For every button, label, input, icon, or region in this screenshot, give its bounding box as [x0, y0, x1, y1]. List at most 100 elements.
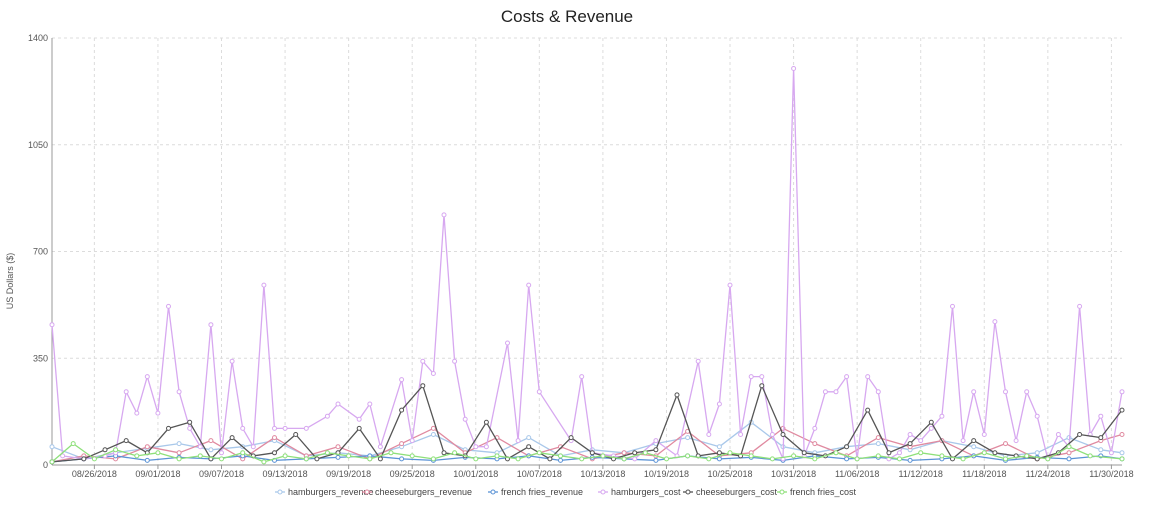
- data-point[interactable]: [176, 441, 182, 447]
- data-point[interactable]: [208, 438, 214, 444]
- data-point[interactable]: [685, 435, 691, 441]
- data-point[interactable]: [589, 450, 595, 456]
- data-point[interactable]: [1066, 444, 1072, 450]
- data-point[interactable]: [526, 282, 532, 288]
- data-point[interactable]: [971, 438, 977, 444]
- data-point[interactable]: [727, 450, 733, 456]
- data-point[interactable]: [176, 450, 182, 456]
- data-point[interactable]: [367, 401, 373, 407]
- data-point[interactable]: [1003, 389, 1008, 395]
- data-point[interactable]: [293, 432, 299, 437]
- data-point[interactable]: [420, 358, 426, 364]
- data-point[interactable]: [960, 438, 966, 444]
- data-point[interactable]: [981, 432, 987, 437]
- legend-item-french-fries-revenue[interactable]: french fries_revenue: [488, 487, 583, 497]
- data-point[interactable]: [897, 450, 902, 456]
- data-point[interactable]: [399, 441, 405, 447]
- data-point[interactable]: [1077, 303, 1083, 309]
- data-point[interactable]: [1087, 453, 1093, 459]
- data-point[interactable]: [272, 450, 277, 456]
- data-point[interactable]: [483, 444, 489, 450]
- data-point[interactable]: [812, 456, 818, 462]
- data-point[interactable]: [536, 389, 542, 395]
- data-point[interactable]: [303, 456, 309, 462]
- legend-item-cheeseburgers-cost[interactable]: cheeseburgers_cost: [683, 487, 778, 497]
- data-point[interactable]: [1055, 432, 1061, 437]
- data-point[interactable]: [621, 450, 627, 456]
- data-point[interactable]: [282, 453, 288, 459]
- data-point[interactable]: [123, 389, 129, 395]
- data-point[interactable]: [483, 419, 489, 425]
- data-point[interactable]: [377, 444, 383, 450]
- data-point[interactable]: [812, 441, 818, 447]
- data-point[interactable]: [261, 282, 267, 288]
- data-point[interactable]: [558, 453, 563, 459]
- data-point[interactable]: [420, 383, 426, 389]
- data-point[interactable]: [219, 456, 224, 462]
- data-point[interactable]: [1045, 456, 1051, 462]
- data-point[interactable]: [335, 444, 341, 450]
- data-point[interactable]: [1077, 432, 1083, 437]
- data-point[interactable]: [49, 444, 55, 450]
- data-point[interactable]: [695, 358, 701, 364]
- data-point[interactable]: [208, 447, 214, 453]
- data-point[interactable]: [1119, 407, 1125, 413]
- data-point[interactable]: [897, 456, 902, 462]
- data-point[interactable]: [91, 456, 97, 462]
- data-point[interactable]: [462, 416, 468, 422]
- data-point[interactable]: [409, 438, 415, 444]
- data-point[interactable]: [632, 456, 638, 462]
- data-point[interactable]: [346, 453, 352, 459]
- data-point[interactable]: [219, 450, 224, 456]
- data-point[interactable]: [833, 389, 839, 395]
- data-point[interactable]: [844, 456, 850, 462]
- data-point[interactable]: [928, 425, 934, 431]
- data-point[interactable]: [801, 450, 807, 456]
- data-point[interactable]: [1119, 432, 1125, 437]
- data-point[interactable]: [377, 456, 383, 462]
- data-point[interactable]: [505, 340, 510, 346]
- data-point[interactable]: [907, 457, 913, 463]
- data-point[interactable]: [536, 450, 542, 456]
- data-point[interactable]: [49, 459, 55, 465]
- data-point[interactable]: [409, 453, 415, 459]
- data-point[interactable]: [1119, 450, 1125, 456]
- data-point[interactable]: [653, 457, 659, 463]
- data-point[interactable]: [769, 456, 775, 462]
- data-point[interactable]: [854, 456, 860, 462]
- data-point[interactable]: [335, 454, 341, 460]
- data-point[interactable]: [939, 413, 945, 419]
- data-point[interactable]: [579, 374, 585, 380]
- data-point[interactable]: [579, 456, 585, 462]
- data-point[interactable]: [1003, 456, 1008, 462]
- data-point[interactable]: [81, 456, 87, 462]
- data-point[interactable]: [166, 303, 171, 309]
- data-point[interactable]: [992, 450, 998, 456]
- data-point[interactable]: [653, 447, 659, 453]
- data-point[interactable]: [102, 447, 108, 453]
- data-point[interactable]: [176, 389, 182, 395]
- data-point[interactable]: [981, 450, 987, 456]
- data-point[interactable]: [399, 377, 405, 383]
- data-point[interactable]: [272, 435, 277, 441]
- data-point[interactable]: [388, 450, 394, 456]
- data-point[interactable]: [1119, 456, 1125, 462]
- data-point[interactable]: [875, 441, 881, 447]
- data-point[interactable]: [430, 456, 436, 462]
- data-point[interactable]: [748, 453, 754, 459]
- data-point[interactable]: [971, 389, 977, 395]
- data-point[interactable]: [49, 322, 55, 328]
- data-point[interactable]: [60, 453, 66, 459]
- data-point[interactable]: [769, 432, 775, 437]
- data-point[interactable]: [1098, 413, 1104, 419]
- data-point[interactable]: [144, 444, 150, 450]
- data-point[interactable]: [674, 392, 680, 398]
- data-point[interactable]: [568, 435, 574, 441]
- data-point[interactable]: [430, 425, 436, 431]
- data-point[interactable]: [812, 425, 818, 431]
- data-point[interactable]: [441, 450, 447, 456]
- data-point[interactable]: [240, 450, 246, 456]
- data-point[interactable]: [1013, 438, 1019, 444]
- data-point[interactable]: [144, 457, 150, 463]
- data-point[interactable]: [780, 432, 786, 437]
